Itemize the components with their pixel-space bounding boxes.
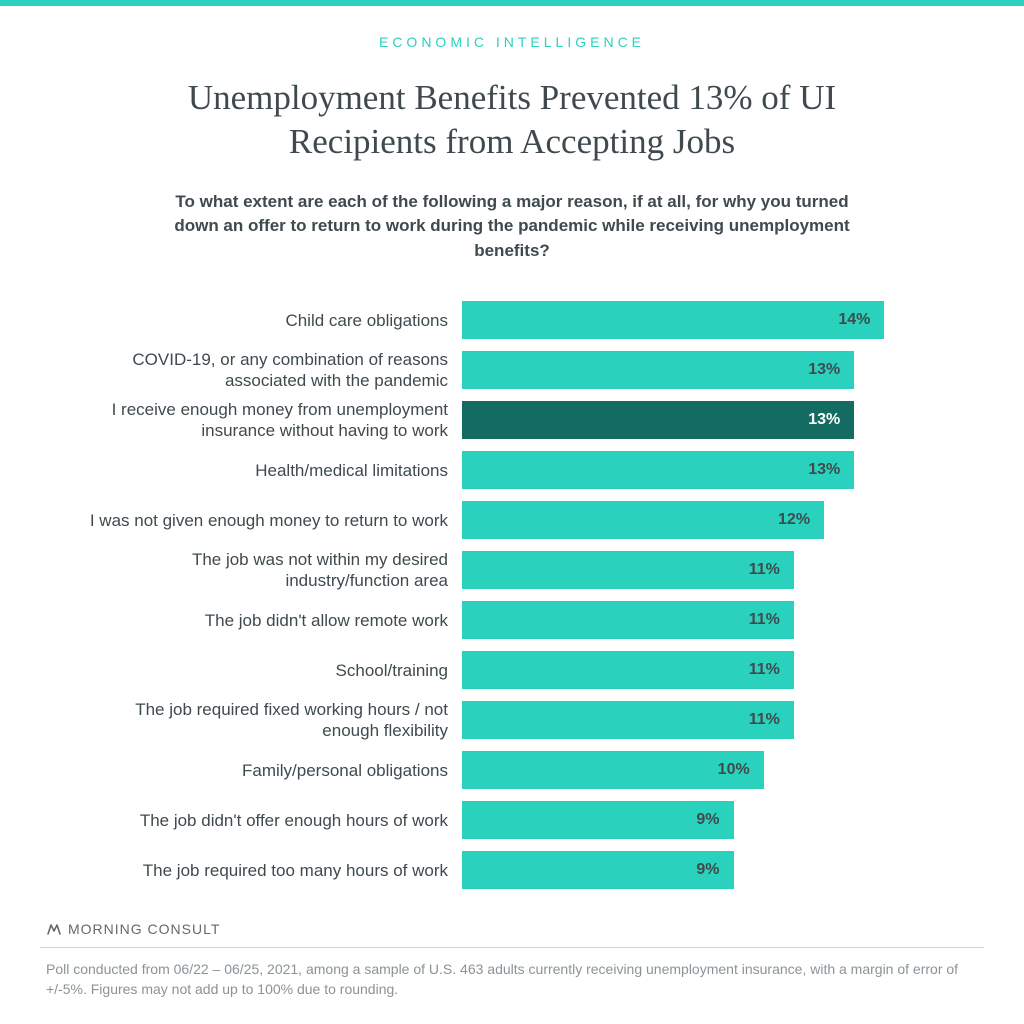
bar: 9%: [462, 851, 734, 889]
chart-row: The job required fixed working hours / n…: [82, 695, 942, 745]
chart-row: The job required too many hours of work 9…: [82, 845, 942, 895]
eyebrow-label: ECONOMIC INTELLIGENCE: [40, 34, 984, 50]
bar: 10%: [462, 751, 764, 789]
bar-label: School/training: [82, 660, 462, 681]
bar: 13%: [462, 401, 854, 439]
chart-row: School/training 11%: [82, 645, 942, 695]
footer-divider: [40, 947, 984, 948]
footnote-text: Poll conducted from 06/22 – 06/25, 2021,…: [40, 960, 984, 999]
chart-title: Unemployment Benefits Prevented 13% of U…: [132, 76, 892, 164]
bar: 11%: [462, 651, 794, 689]
bar-label: The job didn't offer enough hours of wor…: [82, 810, 462, 831]
bar-track: 12%: [462, 501, 942, 539]
chart-row: Family/personal obligations 10%: [82, 745, 942, 795]
bar-track: 11%: [462, 701, 942, 739]
bar-value: 9%: [696, 811, 719, 829]
bar-label: The job required too many hours of work: [82, 860, 462, 881]
chart-row: I receive enough money from unemployment…: [82, 395, 942, 445]
bar-value: 9%: [696, 861, 719, 879]
bar: 14%: [462, 301, 884, 339]
chart-row: I was not given enough money to return t…: [82, 495, 942, 545]
chart-row: The job didn't allow remote work 11%: [82, 595, 942, 645]
bar-track: 10%: [462, 751, 942, 789]
bar-label: COVID-19, or any combination of reasons …: [82, 349, 462, 392]
chart-row: COVID-19, or any combination of reasons …: [82, 345, 942, 395]
bar-track: 13%: [462, 401, 942, 439]
bar-label: The job was not within my desired indust…: [82, 549, 462, 592]
bar: 13%: [462, 351, 854, 389]
bar-track: 9%: [462, 801, 942, 839]
bar-track: 11%: [462, 551, 942, 589]
bar-label: Health/medical limitations: [82, 460, 462, 481]
bar-track: 11%: [462, 601, 942, 639]
morning-consult-icon: [46, 921, 62, 937]
bar-track: 9%: [462, 851, 942, 889]
chart-container: ECONOMIC INTELLIGENCE Unemployment Benef…: [0, 6, 1024, 1000]
chart-row: The job didn't offer enough hours of wor…: [82, 795, 942, 845]
bar: 13%: [462, 451, 854, 489]
bar-label: Child care obligations: [82, 310, 462, 331]
chart-row: Health/medical limitations 13%: [82, 445, 942, 495]
bar-value: 10%: [718, 761, 750, 779]
source-logo-text: MORNING CONSULT: [68, 921, 220, 937]
bar-label: I was not given enough money to return t…: [82, 510, 462, 531]
bar-label: Family/personal obligations: [82, 760, 462, 781]
source-logo: MORNING CONSULT: [40, 921, 984, 937]
bar-value: 11%: [749, 661, 780, 679]
chart-row: The job was not within my desired indust…: [82, 545, 942, 595]
bar-value: 11%: [749, 711, 780, 729]
bar: 12%: [462, 501, 824, 539]
bar-label: The job required fixed working hours / n…: [82, 699, 462, 742]
bar-label: The job didn't allow remote work: [82, 610, 462, 631]
chart-subtitle: To what extent are each of the following…: [152, 190, 872, 264]
bar-track: 14%: [462, 301, 942, 339]
bar-value: 12%: [778, 511, 810, 529]
bar-value: 13%: [808, 461, 840, 479]
bar-value: 11%: [749, 561, 780, 579]
bar-value: 13%: [808, 411, 840, 429]
bar-track: 13%: [462, 351, 942, 389]
bar: 11%: [462, 701, 794, 739]
chart-row: Child care obligations 14%: [82, 295, 942, 345]
bar-value: 14%: [838, 311, 870, 329]
bar: 11%: [462, 601, 794, 639]
bar-track: 11%: [462, 651, 942, 689]
bar-label: I receive enough money from unemployment…: [82, 399, 462, 442]
bar-track: 13%: [462, 451, 942, 489]
bar: 11%: [462, 551, 794, 589]
bar-chart: Child care obligations 14% COVID-19, or an…: [82, 295, 942, 895]
bar: 9%: [462, 801, 734, 839]
bar-value: 11%: [749, 611, 780, 629]
bar-value: 13%: [808, 361, 840, 379]
